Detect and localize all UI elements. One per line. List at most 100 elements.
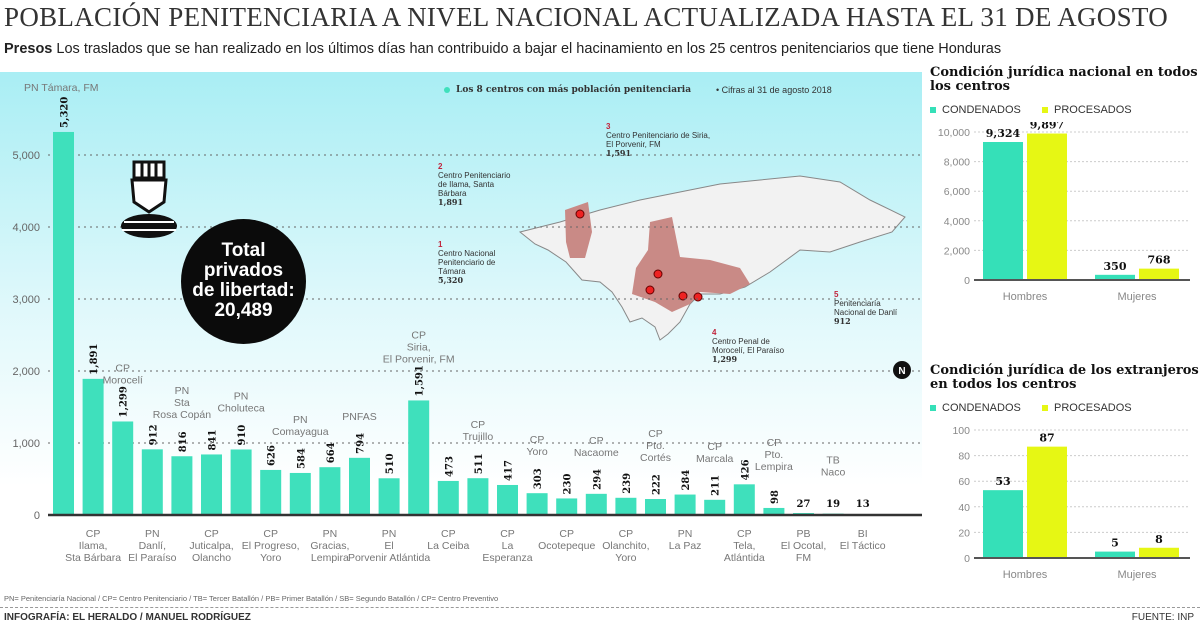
y-tick-label: 4,000 [944, 216, 970, 228]
bar-value-label: 5 [1111, 537, 1119, 550]
bar-value-label: 9,897 [1030, 122, 1064, 132]
bar [1095, 274, 1135, 280]
bar [260, 469, 282, 515]
divider [0, 607, 1200, 608]
legend-procesados: PROCESADOS [1042, 104, 1132, 116]
bar [1027, 446, 1067, 558]
callout-name: Centro Penal de Morocelí, El Paraíso [712, 337, 785, 355]
north-label: N [898, 366, 905, 377]
top-category-label: CP Yoro [526, 434, 547, 458]
bar-value-label: 626 [267, 445, 278, 466]
bottom-category-label: CP Olanchito, Yoro [602, 528, 649, 564]
bar [82, 378, 104, 515]
callout-rank: 2 [438, 162, 443, 171]
bar [983, 142, 1023, 280]
chart-extranjeros: Condición jurídica de los extranjeros en… [928, 364, 1200, 612]
main-chart-panel: 0 1,000 2,000 3,000 4,000 5,000 5,320 1,891 CP I… [0, 72, 922, 590]
bottom-category-label: PB El Ocotal, FM [781, 528, 827, 564]
y-tick-label: 3,000 [12, 294, 40, 306]
map-region-central [632, 217, 750, 312]
y-tick-label: 4,000 [12, 222, 40, 234]
bottom-category-label: PN Danlí, El Paraíso [128, 528, 177, 564]
bar-value-label: 211 [711, 475, 722, 496]
bar-value-label: 1,591 [415, 365, 426, 396]
chart-title: Condición jurídica nacional en todos los… [930, 65, 1198, 94]
bottom-category-label: BI El Táctico [840, 528, 886, 552]
y-tick-label: 2,000 [12, 366, 40, 378]
callout-value: 912 [834, 316, 851, 326]
bottom-category-label: CP El Progreso, Yoro [242, 528, 300, 564]
y-tick-label: 0 [964, 553, 970, 565]
callout-value: 1,891 [438, 197, 464, 207]
bar [556, 498, 578, 515]
prison-marker [693, 292, 703, 302]
bar [171, 456, 193, 515]
bar [1139, 547, 1179, 558]
chart-nacional: Condición jurídica nacional en todos los… [928, 66, 1200, 334]
callout-value: 5,320 [438, 275, 464, 285]
top-category-label: TB Naco [821, 455, 846, 479]
footnote: PN= Penitenciaría Nacional / CP= Centro … [4, 594, 499, 603]
prison-marker [645, 285, 655, 295]
map-region-santa-barbara [565, 202, 592, 258]
bar-value-label: 511 [474, 453, 485, 474]
map-callout: 4 Centro Penal de Morocelí, El Paraíso 1,2… [712, 328, 792, 364]
top-category-label: CP Trujillo [463, 419, 494, 443]
map-callout: 3 Centro Penitenciario de Siria, El Porve… [606, 122, 716, 158]
bar-value-label: 816 [178, 431, 189, 452]
bar [349, 457, 370, 515]
bar-value-label: 664 [326, 442, 337, 463]
bar-value-label: 584 [296, 448, 307, 469]
total-value: 20,489 [214, 300, 273, 321]
prison-marker [653, 269, 663, 279]
y-tick-label: 5,000 [12, 150, 40, 162]
small-bar-chart: 0 20 40 60 80 100 53 87 Hombres 5 8 Mujeres [952, 425, 1190, 581]
bar-value-label: 9,324 [986, 127, 1021, 140]
legend-procesados: PROCESADOS [1042, 402, 1132, 414]
bar-value-label: 1,299 [119, 386, 130, 417]
bar-value-label: 87 [1039, 432, 1054, 445]
bar-value-label: 19 [826, 499, 840, 510]
y-tick-label: 0 [34, 510, 40, 522]
bar [141, 449, 163, 515]
page-title: POBLACIÓN PENITENCIARIA A NIVEL NACIONAL… [4, 2, 1169, 32]
y-tick-label: 10,000 [938, 127, 970, 139]
bottom-category-label: CP La Ceiba [427, 528, 469, 552]
callout-rank: 1 [438, 240, 443, 249]
bar [585, 493, 607, 515]
y-tick-label: 8,000 [944, 157, 970, 169]
prison-marker [678, 291, 688, 301]
callout-rank: 4 [712, 328, 717, 337]
bar-value-label: 239 [622, 473, 633, 494]
total-badge: Total privados de libertad: 20,489 [181, 219, 306, 344]
callout-name: Centro Nacional Penitenciario de Támara [438, 249, 496, 276]
callout-value: 1,591 [606, 148, 632, 158]
prison-marker [575, 209, 585, 219]
map-callout: 5 Penitenciaría Nacional de Danlí 912 [834, 290, 914, 326]
bar [437, 480, 459, 515]
bar-value-label: 294 [592, 469, 603, 490]
bar-value-label: 841 [208, 430, 219, 451]
bar-value-label: 510 [385, 453, 396, 474]
total-line2: privados [203, 260, 284, 281]
bar-value-label: 53 [995, 475, 1010, 488]
top-category-label: PNFAS [342, 411, 376, 423]
y-tick-label: 20 [958, 527, 970, 539]
bar [319, 467, 341, 515]
callout-value: 1,299 [712, 354, 738, 364]
y-tick-label: 60 [958, 476, 970, 488]
bar [289, 472, 311, 515]
y-tick-label: 0 [964, 275, 970, 287]
subtitle-text: Los traslados que se han realizado en lo… [56, 41, 1002, 57]
top-category-label: CP Marcala [696, 441, 734, 465]
bar [983, 490, 1023, 558]
map-legend-top8: Los 8 centros con más población penitenc… [444, 85, 691, 95]
bar [1139, 268, 1179, 280]
x-category-label: Mujeres [1117, 291, 1157, 303]
bottom-category-label: CP Ilama, Sta Bárbara [65, 528, 121, 564]
y-tick-label: 40 [958, 502, 970, 514]
bar [704, 499, 726, 515]
total-line3: de libertad: [192, 280, 295, 301]
bar-value-label: 473 [444, 456, 455, 477]
